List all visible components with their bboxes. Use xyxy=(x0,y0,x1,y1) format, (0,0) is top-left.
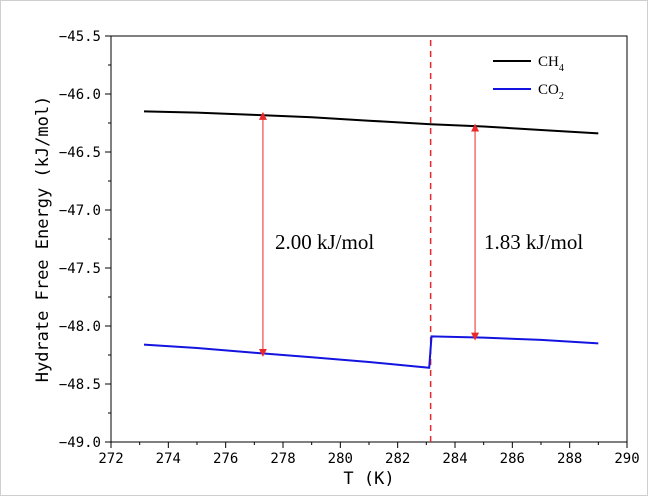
x-tick-label: 284 xyxy=(442,451,467,467)
legend: CH4 CO2 xyxy=(493,54,564,102)
arrow-label-2.00: 2.00 kJ/mol xyxy=(275,230,374,254)
legend-ch4-label: CH4 xyxy=(538,54,564,74)
x-tick-label: 290 xyxy=(614,451,639,467)
x-axis-label: T (K) xyxy=(343,469,394,489)
y-tick-label: −48.5 xyxy=(59,377,101,393)
x-tick-label: 288 xyxy=(557,451,582,467)
y-tick-label: −46.5 xyxy=(59,145,101,161)
y-tick-label: −46.0 xyxy=(59,87,101,103)
x-axis-ticks: 272 274 276 278 280 282 284 286 288 290 xyxy=(98,442,640,467)
y-axis-ticks: −45.5 −46.0 −46.5 −47.0 −47.5 −48.0 −48.5 −49.0 xyxy=(59,29,111,451)
y-tick-label: −45.5 xyxy=(59,29,101,45)
y-axis-label: Hydrate Free Energy (kJ/mol) xyxy=(33,96,53,383)
legend-co2-label: CO2 xyxy=(538,82,564,102)
x-tick-label: 278 xyxy=(270,451,295,467)
series-ch4-line xyxy=(143,110,599,135)
x-tick-label: 282 xyxy=(385,451,410,467)
difference-arrows xyxy=(258,111,480,357)
x-tick-label: 272 xyxy=(98,451,123,467)
arrow-label-1.83: 1.83 kJ/mol xyxy=(484,230,583,254)
y-tick-label: −48.0 xyxy=(59,319,101,335)
x-tick-label: 286 xyxy=(500,451,525,467)
mask-rect-lower xyxy=(483,260,618,290)
y-tick-label: −47.5 xyxy=(59,261,101,277)
x-tick-label: 280 xyxy=(328,451,353,467)
mask-rect-upper xyxy=(512,196,618,226)
x-tick-label: 276 xyxy=(213,451,238,467)
y-tick-label: −47.0 xyxy=(59,203,101,219)
series-co2-line xyxy=(143,335,599,369)
x-tick-label: 274 xyxy=(156,451,181,467)
y-tick-label: −49.0 xyxy=(59,435,101,451)
